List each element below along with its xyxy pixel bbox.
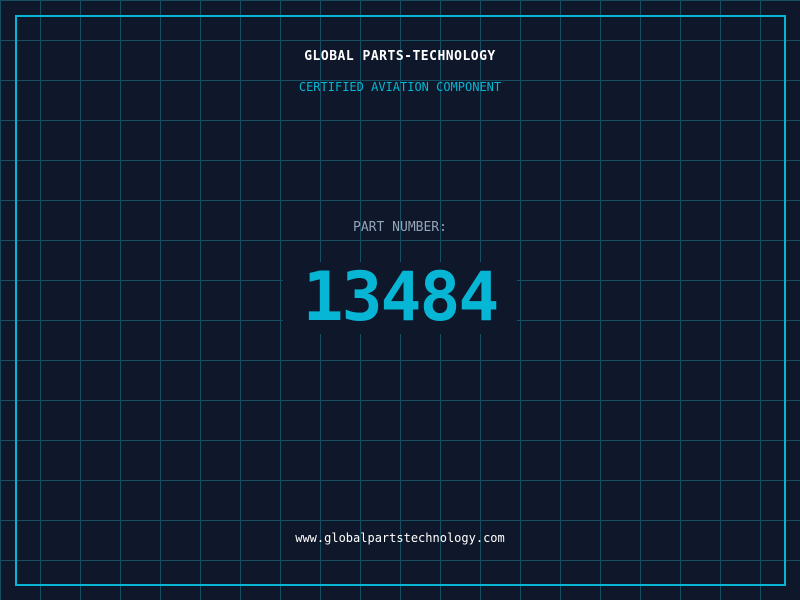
company-name: GLOBAL PARTS-TECHNOLOGY	[304, 49, 496, 64]
certification-subtitle: CERTIFIED AVIATION COMPONENT	[298, 80, 502, 94]
card-border	[15, 15, 786, 586]
part-number-background	[283, 262, 517, 334]
part-number-label: PART NUMBER:	[353, 220, 447, 235]
website-url: www.globalpartstechnology.com	[295, 531, 505, 545]
part-number-value: 13484	[302, 258, 500, 337]
